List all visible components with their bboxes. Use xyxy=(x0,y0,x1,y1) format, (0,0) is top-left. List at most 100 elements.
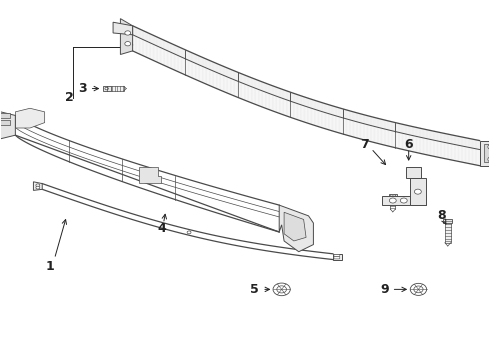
Polygon shape xyxy=(308,98,311,108)
Polygon shape xyxy=(423,129,427,139)
Polygon shape xyxy=(234,71,238,97)
Circle shape xyxy=(125,31,131,35)
Polygon shape xyxy=(350,111,353,121)
Polygon shape xyxy=(357,113,360,139)
Polygon shape xyxy=(434,131,438,157)
Polygon shape xyxy=(157,37,161,48)
Polygon shape xyxy=(304,97,308,107)
Polygon shape xyxy=(210,60,213,87)
Polygon shape xyxy=(420,128,423,154)
Polygon shape xyxy=(121,19,133,54)
Polygon shape xyxy=(283,90,287,100)
Polygon shape xyxy=(360,114,364,124)
Polygon shape xyxy=(164,40,168,51)
Polygon shape xyxy=(189,51,192,78)
Polygon shape xyxy=(371,117,374,143)
Polygon shape xyxy=(234,71,238,81)
Circle shape xyxy=(391,196,394,198)
Polygon shape xyxy=(413,127,416,136)
Text: 5: 5 xyxy=(250,283,259,296)
Circle shape xyxy=(400,198,407,203)
Polygon shape xyxy=(462,137,466,163)
FancyBboxPatch shape xyxy=(111,86,124,91)
Polygon shape xyxy=(252,78,255,88)
Polygon shape xyxy=(199,56,203,67)
Polygon shape xyxy=(448,134,451,160)
Polygon shape xyxy=(287,91,290,101)
Polygon shape xyxy=(150,34,154,44)
Polygon shape xyxy=(196,54,199,65)
Polygon shape xyxy=(133,26,136,36)
Polygon shape xyxy=(364,115,368,125)
Polygon shape xyxy=(427,130,431,156)
Polygon shape xyxy=(406,125,410,135)
Circle shape xyxy=(187,231,191,234)
Polygon shape xyxy=(238,72,241,99)
Polygon shape xyxy=(368,116,371,126)
Polygon shape xyxy=(389,121,392,131)
Polygon shape xyxy=(157,37,161,64)
Polygon shape xyxy=(476,140,480,149)
Polygon shape xyxy=(353,112,357,138)
Polygon shape xyxy=(168,42,171,53)
Polygon shape xyxy=(174,45,178,55)
Text: 9: 9 xyxy=(380,283,389,296)
Polygon shape xyxy=(462,137,466,147)
Polygon shape xyxy=(290,92,294,118)
Polygon shape xyxy=(374,117,378,143)
Polygon shape xyxy=(315,100,318,111)
Polygon shape xyxy=(140,29,143,40)
Polygon shape xyxy=(350,111,353,137)
Polygon shape xyxy=(171,44,174,70)
Polygon shape xyxy=(182,48,185,75)
Polygon shape xyxy=(427,130,431,139)
Polygon shape xyxy=(248,76,252,103)
Circle shape xyxy=(414,286,423,293)
Polygon shape xyxy=(346,110,350,136)
Polygon shape xyxy=(444,134,448,159)
Polygon shape xyxy=(171,44,174,54)
Polygon shape xyxy=(140,29,143,56)
Polygon shape xyxy=(304,97,308,123)
Circle shape xyxy=(277,286,287,293)
Polygon shape xyxy=(340,108,343,118)
Polygon shape xyxy=(431,130,434,156)
Polygon shape xyxy=(224,67,227,77)
Polygon shape xyxy=(231,69,234,80)
Polygon shape xyxy=(280,89,283,115)
Polygon shape xyxy=(150,34,154,60)
Polygon shape xyxy=(360,114,364,140)
Polygon shape xyxy=(368,116,371,142)
Polygon shape xyxy=(438,132,441,158)
Polygon shape xyxy=(143,31,147,57)
Polygon shape xyxy=(431,130,434,140)
Polygon shape xyxy=(217,63,220,74)
Polygon shape xyxy=(332,106,336,116)
Circle shape xyxy=(410,283,427,296)
Polygon shape xyxy=(154,36,157,62)
Polygon shape xyxy=(395,123,399,132)
Polygon shape xyxy=(381,119,385,145)
Polygon shape xyxy=(224,67,227,93)
Circle shape xyxy=(36,186,40,189)
Polygon shape xyxy=(423,129,427,155)
Polygon shape xyxy=(231,69,234,96)
Polygon shape xyxy=(270,85,273,111)
FancyBboxPatch shape xyxy=(334,257,340,259)
Polygon shape xyxy=(301,96,304,122)
FancyBboxPatch shape xyxy=(0,113,10,118)
Polygon shape xyxy=(374,117,378,127)
Polygon shape xyxy=(448,134,451,144)
Polygon shape xyxy=(420,128,423,138)
Polygon shape xyxy=(273,86,276,96)
Polygon shape xyxy=(455,136,459,161)
Polygon shape xyxy=(227,68,231,78)
Polygon shape xyxy=(270,85,273,95)
Polygon shape xyxy=(203,58,206,84)
Polygon shape xyxy=(15,108,45,128)
Polygon shape xyxy=(329,105,332,115)
Polygon shape xyxy=(143,31,147,41)
Polygon shape xyxy=(336,107,340,117)
Polygon shape xyxy=(395,123,399,149)
Polygon shape xyxy=(297,95,301,105)
